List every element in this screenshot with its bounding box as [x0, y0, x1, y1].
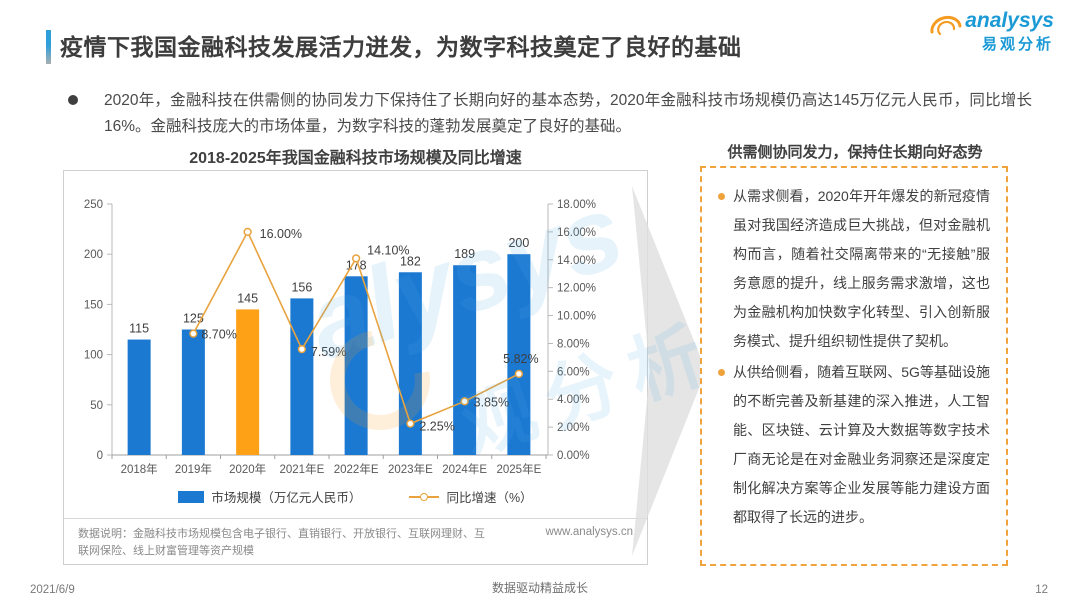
line-marker [460, 397, 469, 406]
bar-swatch-icon [178, 490, 205, 503]
insight-text-demand: 从需求侧看，2020年开年爆发的新冠疫情虽对我国经济造成巨大挑战，但对金融机构而… [733, 188, 990, 349]
orange-bullet-icon [718, 193, 725, 200]
right-axis-label: 6.00% [557, 366, 590, 378]
x-category-label: 2025年E [496, 462, 541, 476]
bar-2024年E [453, 265, 477, 455]
right-axis-label: 0.00% [557, 450, 590, 462]
right-axis-label: 16.00% [557, 227, 596, 239]
growth-value-label: 8.70% [201, 328, 236, 342]
logo-text-en: analysys [965, 9, 1054, 32]
summary-text: 2020年，金融科技在供需侧的协同发力下保持住了长期向好的基本态势，2020年金… [104, 92, 1032, 136]
bar-value-label: 182 [400, 254, 421, 268]
right-axis-label: 4.00% [557, 394, 590, 406]
bar-value-label: 156 [291, 280, 312, 294]
left-axis-label: 100 [84, 350, 103, 362]
growth-value-label: 2.25% [419, 420, 454, 434]
chart-legend: 市场规模（万亿元人民币） 同比增速（%） [64, 487, 647, 506]
bar-2019年 [181, 329, 205, 455]
summary-bullet: 2020年，金融科技在供需侧的协同发力下保持住了长期向好的基本态势，2020年金… [62, 88, 1032, 141]
bar-value-label: 145 [237, 291, 258, 305]
bar-value-label: 178 [346, 258, 367, 272]
x-category-label: 2023年E [388, 462, 433, 476]
chart-data-note: 数据说明：金融科技市场规模包含电子银行、直销银行、开放银行、互联网理财、互联网保… [78, 528, 485, 557]
bar-2022年E [344, 276, 368, 455]
left-axis-label: 150 [84, 299, 103, 311]
market-size-chart: 0 50 100 150 200 250 0.00% 2.00% 4.00% 6.00% 8.00%… [84, 199, 596, 476]
insight-item-supply: 从供给侧看，随着互联网、5G等基础设施的不断完善及新基建的深入推进，人工智能、区… [716, 358, 990, 532]
right-axis-label: 2.00% [557, 422, 590, 434]
insight-list: 从需求侧看，2020年开年爆发的新冠疫情虽对我国经济造成巨大挑战，但对金融机构而… [716, 182, 990, 532]
growth-value-label: 3.85% [474, 395, 509, 409]
right-axis-label: 12.00% [557, 283, 596, 295]
footer-page-number: 12 [1035, 584, 1048, 596]
bar-2018年 [127, 339, 151, 455]
left-axis-label: 50 [90, 400, 103, 412]
bar-2021年E [290, 298, 314, 455]
insight-text-supply: 从供给侧看，随着互联网、5G等基础设施的不断完善及新基建的深入推进，人工智能、区… [733, 363, 990, 525]
x-category-label: 2018年 [121, 462, 158, 476]
x-category-label: 2022年E [334, 462, 379, 476]
orange-bullet-icon [718, 368, 725, 376]
legend-item-market-size: 市场规模（万亿元人民币） [178, 487, 361, 506]
panel-title: 供需侧协同发力，保持住长期向好态势 [727, 144, 983, 161]
growth-value-label: 7.59% [311, 345, 346, 359]
x-category-label: 2020年 [229, 462, 266, 476]
x-category-label: 2021年E [279, 462, 324, 476]
logo-text-cn: 易观分析 [981, 36, 1054, 53]
growth-value-label: 14.10% [367, 243, 409, 257]
line-marker [297, 345, 307, 354]
x-category-label: 2019年 [175, 462, 212, 476]
chart-note-row: 数据说明：金融科技市场规模包含电子银行、直销银行、开放银行、互联网理财、互联网保… [64, 518, 647, 559]
line-marker [351, 254, 361, 263]
bar-value-label: 200 [508, 236, 529, 250]
legend-item-growth-rate: 同比增速（%） [409, 487, 533, 506]
line-swatch-icon [409, 492, 440, 501]
line-marker [189, 329, 198, 338]
insight-item-demand: 从需求侧看，2020年开年爆发的新冠疫情虽对我国经济造成巨大挑战，但对金融机构而… [716, 182, 990, 356]
legend-label-growth-rate: 同比增速（%） [446, 491, 533, 505]
right-axis-label: 14.00% [557, 255, 596, 267]
bar-2023年E [398, 272, 422, 455]
bar-2025年E [507, 254, 531, 455]
left-axis-label: 0 [97, 450, 103, 462]
chart-title: 2018-2025年我国金融科技市场规模及同比增速 [189, 150, 522, 167]
title-accent-bar [46, 30, 51, 64]
bullet-dot-icon [68, 95, 78, 105]
bar-value-label: 189 [454, 247, 475, 261]
line-marker [514, 369, 524, 378]
x-category-label: 2024年E [442, 462, 487, 476]
left-axis-label: 250 [84, 199, 103, 211]
footer-date: 2021/6/9 [30, 584, 75, 596]
growth-value-label: 5.82% [503, 352, 538, 366]
insight-panel: 从需求侧看，2020年开年爆发的新冠疫情虽对我国经济造成巨大挑战，但对金融机构而… [700, 166, 1008, 566]
chart-container: 0 50 100 150 200 250 0.00% 2.00% 4.00% 6.00% 8.00%… [63, 170, 648, 565]
bar-2020年 [236, 309, 260, 455]
left-axis-label: 200 [84, 249, 103, 261]
growth-value-label: 16.00% [260, 227, 302, 241]
right-axis-label: 18.00% [557, 199, 596, 211]
legend-label-market-size: 市场规模（万亿元人民币） [211, 491, 362, 505]
right-axis-label: 8.00% [557, 338, 590, 350]
bar-value-label: 115 [129, 322, 149, 336]
footer-slogan: 数据驱动精益成长 [491, 581, 588, 595]
analysys-logo: analysys 易观分析 [930, 9, 1054, 54]
right-axis-label: 10.00% [557, 311, 596, 323]
logo-swirl-icon [930, 15, 962, 36]
line-marker [243, 227, 252, 237]
bar-value-label: 125 [183, 312, 204, 326]
page-title: 疫情下我国金融科技发展活力迸发，为数字科技奠定了良好的基础 [60, 34, 742, 60]
source-url-link[interactable]: www.analysys.cn [545, 526, 633, 538]
line-marker [406, 419, 415, 428]
